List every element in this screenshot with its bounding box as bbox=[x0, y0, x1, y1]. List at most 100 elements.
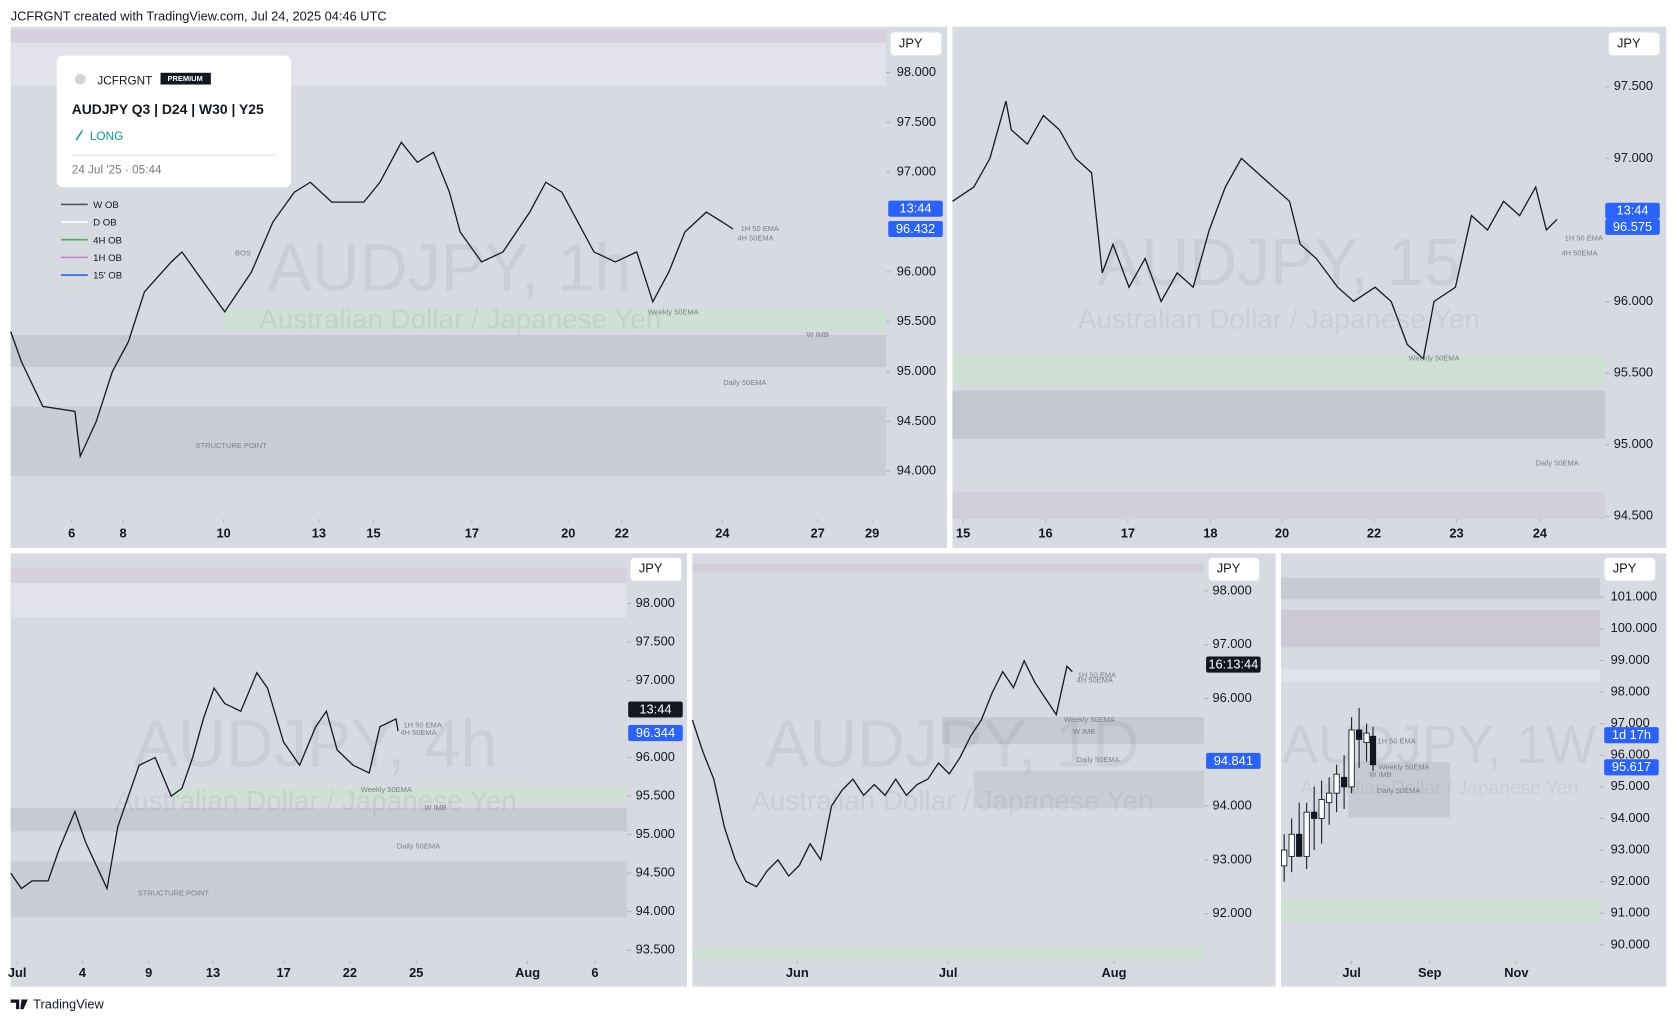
y-tick-label: 95.500 bbox=[636, 787, 675, 802]
price-badge-label: 16:13:44 bbox=[1208, 656, 1258, 671]
currency-box bbox=[1607, 31, 1661, 57]
price-badge-label: 96.344 bbox=[636, 725, 675, 740]
y-tick-label: 98.000 bbox=[897, 64, 936, 79]
legend-label: 15' OB bbox=[93, 271, 122, 282]
y-tick-label: 91.000 bbox=[1611, 905, 1650, 920]
annotation: W IMB bbox=[806, 330, 828, 339]
annotation: W IMB bbox=[1369, 770, 1391, 779]
footer-brand: TradingView bbox=[33, 996, 104, 1011]
price-badge-label: 96.575 bbox=[1613, 219, 1652, 234]
annotation: BOS bbox=[235, 249, 251, 258]
watermark-subtitle: Australian Dollar / Japanese Yen bbox=[115, 785, 517, 816]
y-tick-label: 96.000 bbox=[1611, 747, 1650, 762]
y-tick-label: 97.000 bbox=[897, 164, 936, 179]
candle-body bbox=[1318, 799, 1325, 819]
candle-body bbox=[1355, 729, 1363, 740]
annotation: STRUCTURE POINT bbox=[138, 889, 210, 898]
price-badge-label: 95.617 bbox=[1612, 759, 1651, 774]
legend: W OB D OB 4H OB 1H OB 15' OB bbox=[60, 200, 122, 282]
y-tick-label: 90.000 bbox=[1611, 936, 1650, 951]
annotation: 1H 50 EMA bbox=[1377, 737, 1415, 746]
y-tick-label: 98.000 bbox=[636, 595, 675, 610]
y-tick-label: 93.000 bbox=[1212, 851, 1251, 866]
price-badge bbox=[1206, 752, 1261, 769]
y-tick-label: 96.000 bbox=[1614, 293, 1653, 308]
watermark: AUDJPY, 4h bbox=[134, 708, 498, 782]
currency-box bbox=[629, 557, 683, 582]
annotation: Daily 50EMA bbox=[1535, 458, 1578, 467]
candle-body bbox=[1296, 833, 1303, 857]
x-tick-label: 10 bbox=[217, 525, 231, 540]
price-line bbox=[10, 141, 734, 459]
price-badge bbox=[1604, 759, 1659, 776]
y-tick-label: 94.500 bbox=[1614, 508, 1653, 523]
x-tick-label: Jul bbox=[8, 965, 27, 980]
price-badge bbox=[888, 220, 943, 238]
annotation: W IMB bbox=[1073, 727, 1095, 736]
y-tick-label: 97.500 bbox=[897, 114, 936, 129]
annotation: 4H 50EMA bbox=[737, 234, 773, 243]
annotation: 1H 50 EMA bbox=[1078, 670, 1116, 679]
y-tick-label: 96.000 bbox=[1212, 690, 1251, 705]
zones bbox=[10, 29, 1606, 960]
x-tick-label: 25 bbox=[409, 965, 423, 980]
y-tick-label: 93.500 bbox=[636, 942, 675, 957]
x-tick-label: 9 bbox=[145, 965, 152, 980]
panel bbox=[692, 553, 1276, 987]
price-badge bbox=[888, 200, 943, 217]
y-tick-label: 97.000 bbox=[1614, 150, 1653, 165]
y-tick-label: 95.000 bbox=[1611, 778, 1650, 793]
annotation: W IMB bbox=[424, 803, 446, 812]
candle-body bbox=[1303, 811, 1310, 857]
card-user: JCFRGNT bbox=[97, 74, 152, 87]
price-badge-label: 13:44 bbox=[899, 201, 931, 216]
watermark-subtitle: Australian Dollar / Japanese Yen bbox=[259, 303, 661, 334]
currency-box bbox=[1603, 557, 1657, 582]
currency-box bbox=[1207, 557, 1261, 582]
x-tick-label: Nov bbox=[1504, 965, 1529, 980]
x-tick-label: 17 bbox=[465, 525, 479, 540]
candle-body bbox=[1288, 833, 1295, 857]
candle-body bbox=[1363, 732, 1370, 744]
currency-label: JPY bbox=[639, 561, 663, 576]
x-tick-label: 13 bbox=[312, 525, 326, 540]
x-tick-label: Jul bbox=[939, 965, 958, 980]
card-direction: LONG bbox=[90, 130, 123, 143]
y-tick-label: 95.000 bbox=[1614, 436, 1653, 451]
annotation: Daily 50EMA bbox=[1076, 755, 1119, 764]
y-tick-label: 95.500 bbox=[897, 313, 936, 328]
panel bbox=[952, 26, 1667, 548]
candle-body bbox=[1333, 773, 1340, 794]
y-tick-label: 94.000 bbox=[897, 463, 936, 478]
annotation: 1H 50 EMA bbox=[1565, 234, 1603, 243]
y-tick-label: 93.000 bbox=[1611, 841, 1650, 856]
x-tick-label: 18 bbox=[1203, 525, 1217, 540]
annotation: 4H 50EMA bbox=[1561, 249, 1597, 258]
price-badge-label: 96.432 bbox=[896, 221, 935, 236]
x-tick-label: 22 bbox=[615, 525, 629, 540]
x-tick-label: Aug bbox=[1102, 965, 1127, 980]
x-tick-label: 16 bbox=[1038, 525, 1052, 540]
x-tick-label: Jul bbox=[1342, 965, 1361, 980]
annotation: Weekly 50EMA bbox=[1064, 715, 1115, 724]
price-badge bbox=[1604, 727, 1659, 744]
y-tick-label: 97.500 bbox=[1614, 78, 1653, 93]
price-badge bbox=[1605, 218, 1660, 235]
candle-body bbox=[1281, 849, 1288, 867]
price-badge bbox=[1206, 656, 1261, 673]
price-badge bbox=[628, 701, 683, 718]
chart-panel: AUDJPY, 1W Australian Dollar / Japanese Y… bbox=[1281, 557, 1659, 980]
card-date: 24 Jul '25 · 05:44 bbox=[72, 163, 162, 176]
price-line bbox=[10, 671, 399, 891]
x-tick-label: 17 bbox=[1121, 525, 1135, 540]
y-tick-label: 98.000 bbox=[1212, 582, 1251, 597]
watermark-subtitle: Australian Dollar / Japanese Yen bbox=[1300, 778, 1578, 799]
x-tick-label: 27 bbox=[810, 525, 824, 540]
y-tick-label: 94.500 bbox=[897, 413, 936, 428]
y-tick-label: 95.500 bbox=[1614, 364, 1653, 379]
watermark: AUDJPY, 1W bbox=[1282, 716, 1597, 775]
legend-label: W OB bbox=[93, 200, 119, 211]
